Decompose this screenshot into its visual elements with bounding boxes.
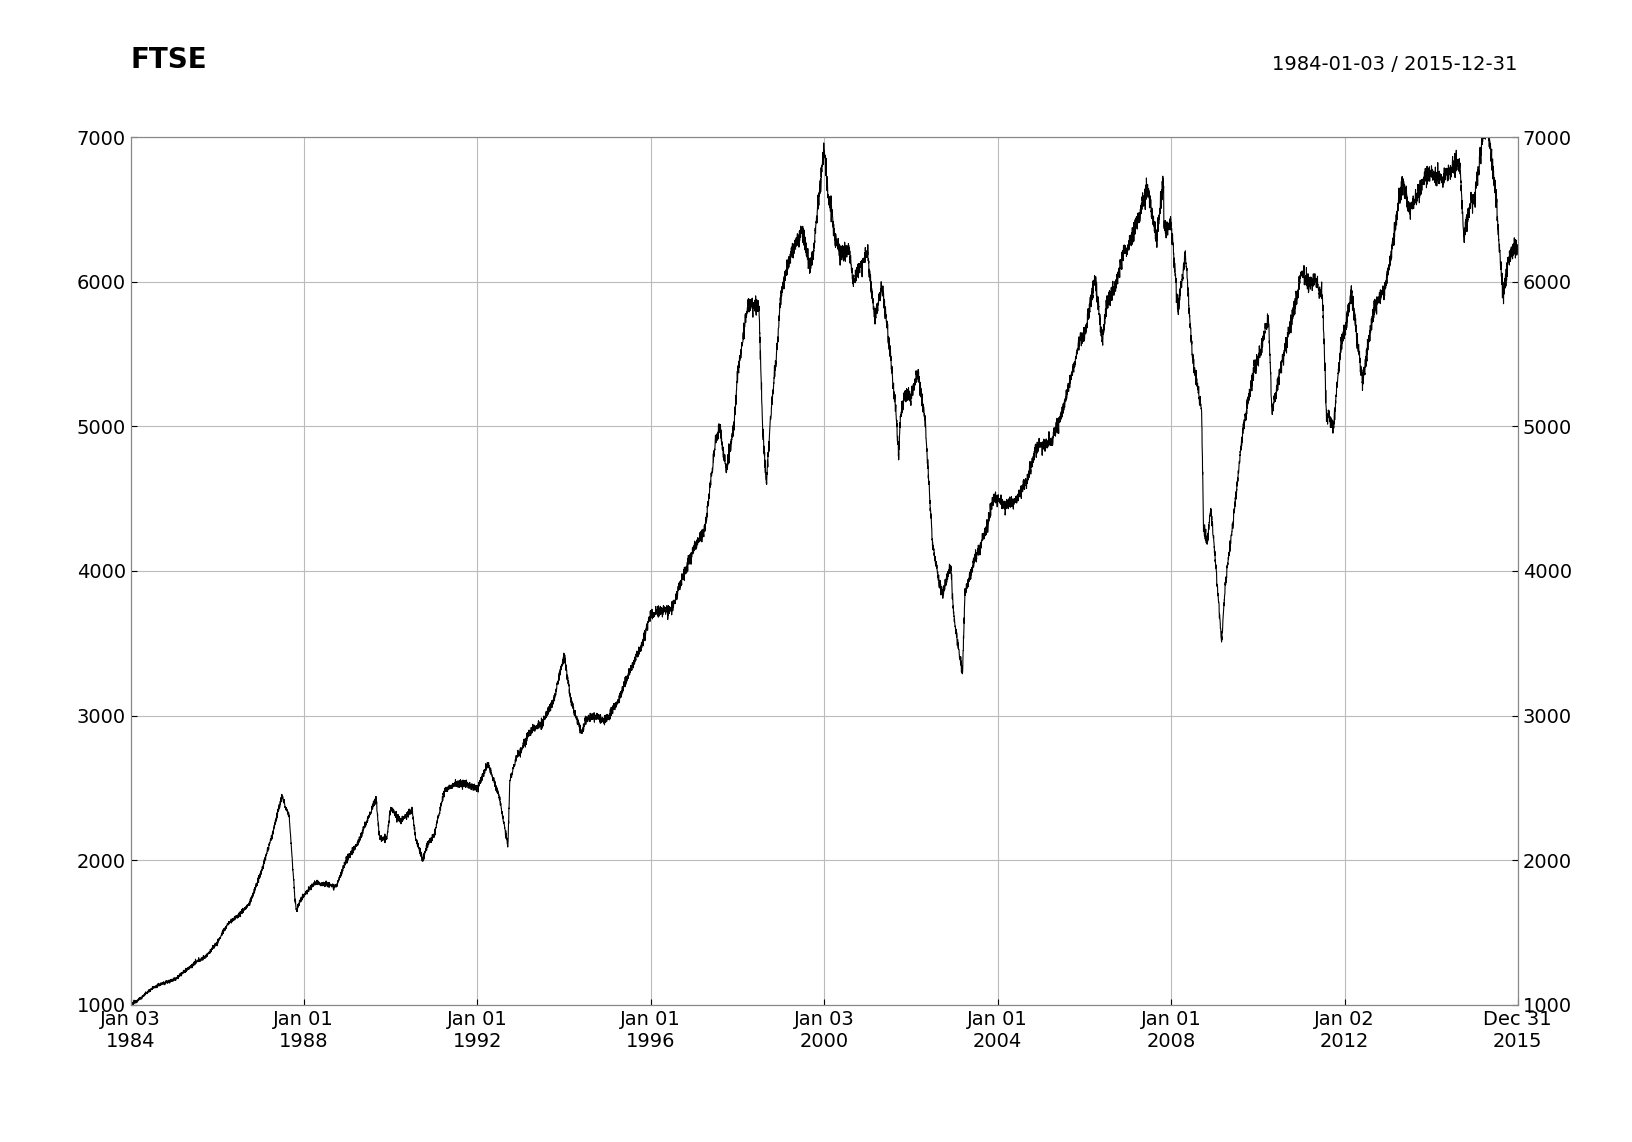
Text: FTSE: FTSE — [131, 46, 207, 74]
Text: 1984-01-03 / 2015-12-31: 1984-01-03 / 2015-12-31 — [1273, 55, 1518, 74]
